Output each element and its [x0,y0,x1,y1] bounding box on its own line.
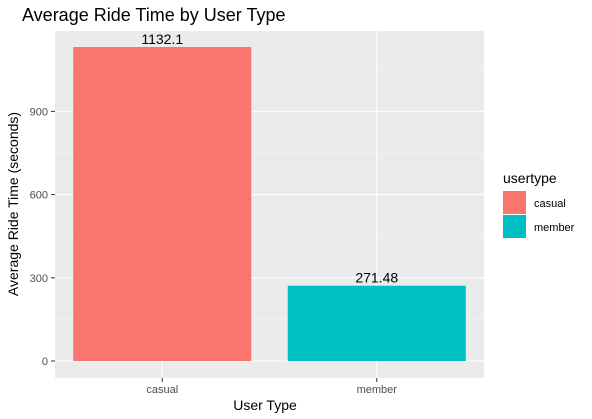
y-tick-label: 900 [30,106,48,118]
bar-value-label: 271.48 [355,270,398,286]
y-axis-title: Average Ride Time (seconds) [5,112,21,296]
legend-label: member [534,222,575,234]
legend-key-casual [503,191,526,214]
y-tick-label: 300 [30,273,48,285]
legend-title: usertype [503,170,557,186]
x-tick-label: member [357,384,398,396]
chart-title: Average Ride Time by User Type [22,5,285,25]
bars: 1132.1 271.48 [73,31,466,361]
legend-label: casual [534,198,566,210]
bar-member [287,285,466,361]
y-tick-label: 600 [30,190,48,202]
bar-value-label: 1132.1 [141,31,183,47]
x-axis-title: User Type [233,397,297,413]
axis-ticks: 0 300 600 900 casual member [30,106,398,396]
legend-key-member [503,215,526,238]
legend: usertype casual member [503,170,575,238]
bar-casual [73,47,252,361]
x-tick-label: casual [146,384,178,396]
y-tick-label: 0 [42,356,48,368]
